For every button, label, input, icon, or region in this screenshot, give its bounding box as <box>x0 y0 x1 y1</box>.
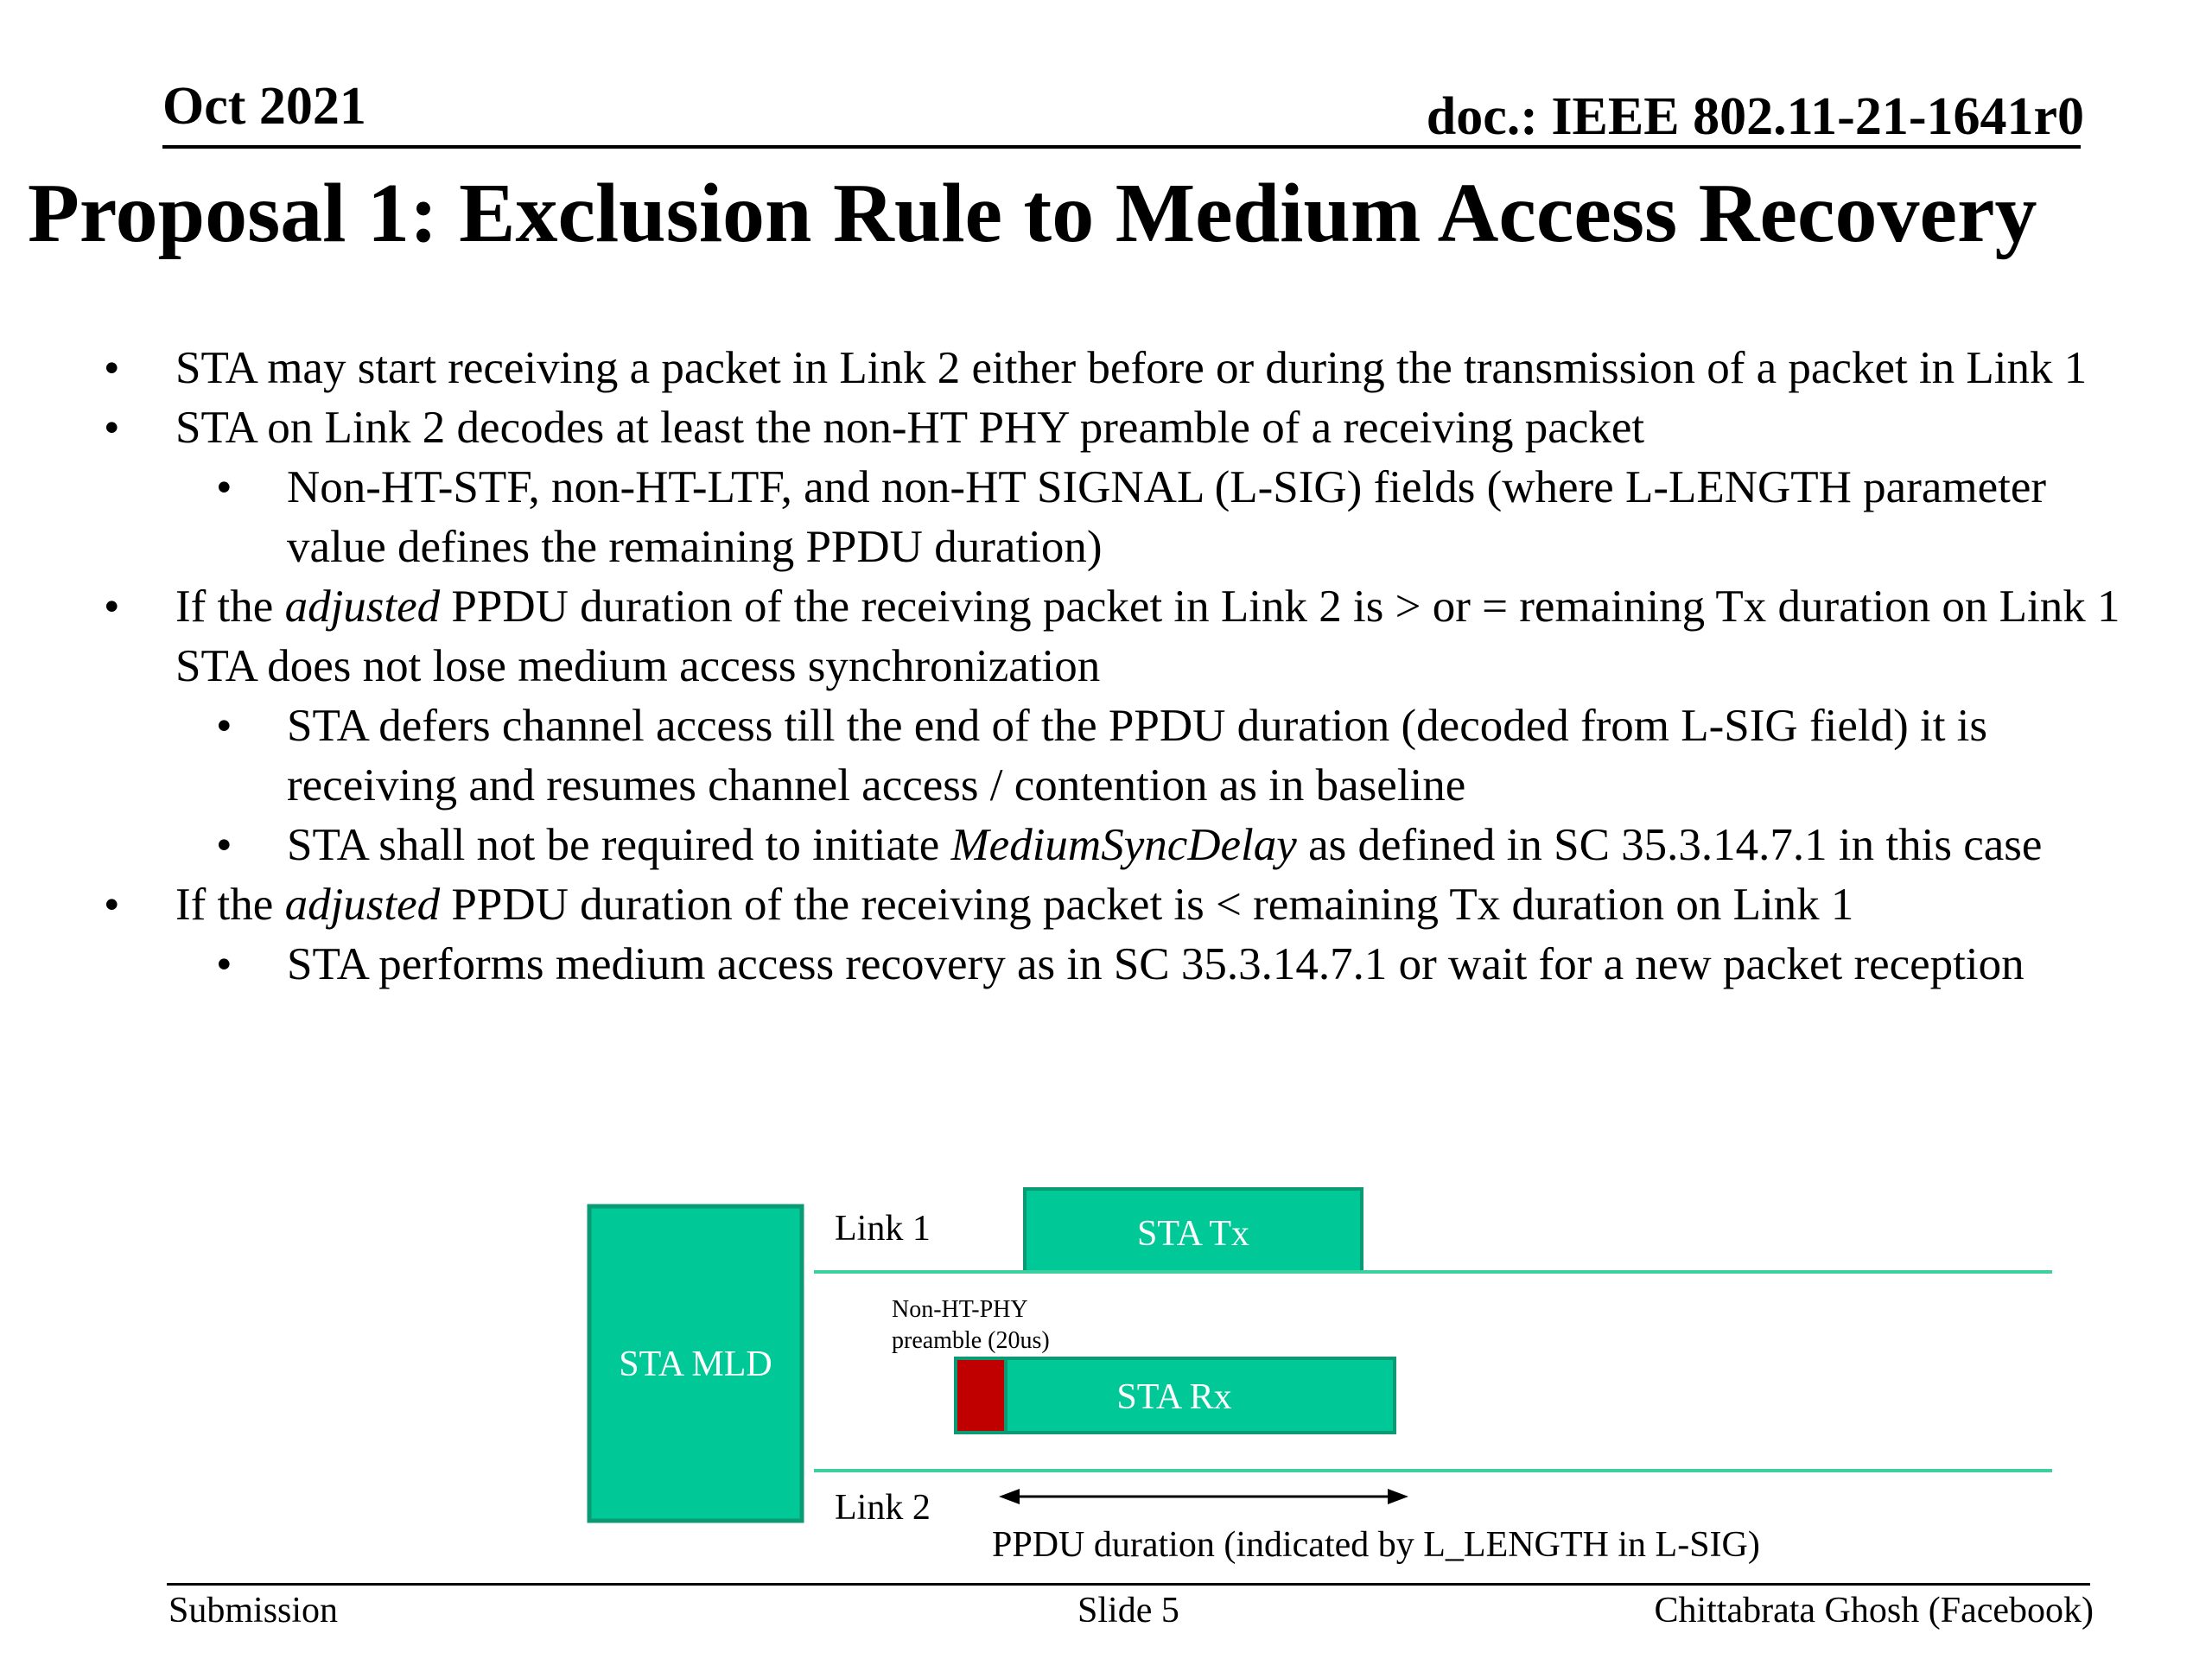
sta-mld-box <box>587 1204 804 1523</box>
bullet-dot-icon: • <box>104 403 120 453</box>
sub-bullet-item: • STA performs medium access recovery as … <box>104 935 2126 995</box>
ppdu-arrowhead-left <box>999 1489 1020 1504</box>
preamble-block <box>954 1357 1007 1434</box>
bullet-item: • STA on Link 2 decodes at least the non-… <box>104 398 2126 458</box>
bullet-text: STA on Link 2 decodes at least the non-H… <box>175 403 1645 453</box>
bullet-dot-icon: • <box>216 462 232 512</box>
sta-mld-label: STA MLD <box>619 1344 772 1384</box>
bullet-dot-icon: • <box>216 939 232 989</box>
bullet-dot-icon: • <box>216 701 232 751</box>
header-doc-id: doc.: IEEE 802.11-21-1641r0 <box>1426 87 2084 146</box>
bullet-dot-icon: • <box>104 343 120 393</box>
sta-tx-label: STA Tx <box>1137 1214 1249 1254</box>
bullet-text: If the <box>175 880 285 930</box>
bullet-text: STA defers channel access till the end o… <box>287 701 1988 810</box>
bullet-text: If the <box>175 582 285 632</box>
sub-bullet-item: • STA defers channel access till the end … <box>104 696 2126 816</box>
link2-label: Link 2 <box>835 1488 931 1528</box>
bullet-list: • STA may start receiving a packet in Lin… <box>104 339 2126 995</box>
sta-rx-label: STA Rx <box>1116 1377 1231 1417</box>
bullet-dot-icon: • <box>104 880 120 930</box>
bullet-item: • STA may start receiving a packet in Lin… <box>104 339 2126 398</box>
sub-bullet-item: • STA shall not be required to initiate M… <box>104 816 2126 875</box>
link1-label: Link 1 <box>835 1209 931 1249</box>
ppdu-arrowhead-right <box>1388 1489 1408 1504</box>
bullet-text: PPDU duration of the receiving packet is… <box>440 880 1854 930</box>
bullet-dot-icon: • <box>104 582 120 632</box>
bullet-text: PPDU duration of the receiving packet in… <box>175 582 2120 691</box>
preamble-label-line2: preamble (20us) <box>892 1327 1050 1354</box>
footer-rule <box>167 1583 2090 1586</box>
footer-author: Chittabrata Ghosh (Facebook) <box>1654 1591 2094 1630</box>
italic-term: adjusted <box>284 582 441 632</box>
italic-term: MediumSyncDelay <box>950 820 1297 870</box>
bullet-text: STA may start receiving a packet in Link… <box>175 343 2088 393</box>
sta-tx-box <box>1023 1187 1363 1274</box>
sta-rx-box <box>1004 1357 1396 1434</box>
bullet-text: Non-HT-STF, non-HT-LTF, and non-HT SIGNA… <box>287 462 2047 572</box>
footer-submission: Submission <box>168 1591 339 1630</box>
bullet-text: STA performs medium access recovery as i… <box>287 939 2024 989</box>
bullet-dot-icon: • <box>216 820 232 870</box>
sub-bullet-item: • Non-HT-STF, non-HT-LTF, and non-HT SIGN… <box>104 458 2126 577</box>
header-rule <box>162 145 2081 149</box>
italic-term: adjusted <box>284 880 441 930</box>
ppdu-duration-label: PPDU duration (indicated by L_LENGTH in … <box>992 1525 1760 1565</box>
bullet-item: • If the adjusted PPDU duration of the re… <box>104 577 2126 696</box>
header-date: Oct 2021 <box>162 77 366 136</box>
footer-slide-number: Slide 5 <box>1077 1591 1179 1630</box>
bullet-text: as defined in SC 35.3.14.7.1 in this cas… <box>1296 820 2043 870</box>
slide-title: Proposal 1: Exclusion Rule to Medium Acc… <box>28 167 2037 260</box>
bullet-item: • If the adjusted PPDU duration of the re… <box>104 875 2126 935</box>
bullet-text: STA shall not be required to initiate <box>287 820 951 870</box>
preamble-label-line1: Non-HT-PHY <box>892 1296 1028 1323</box>
